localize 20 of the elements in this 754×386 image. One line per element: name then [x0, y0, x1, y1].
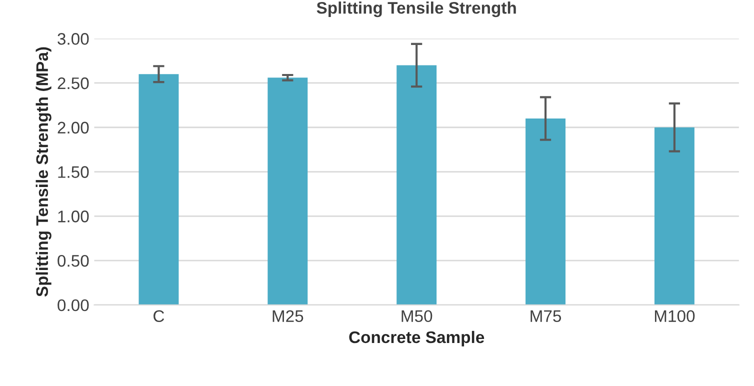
x-tick-label: C	[154, 310, 164, 322]
x-tick-label: M50	[402, 310, 432, 322]
y-tick-label: 0.00	[58, 299, 89, 312]
bar	[268, 78, 308, 305]
x-axis-title: Concrete Sample	[349, 330, 484, 346]
y-tick-label: 3.00	[58, 33, 89, 45]
chart-title: Splitting Tensile Strength	[316, 2, 516, 18]
y-tick-label: 1.00	[58, 210, 89, 222]
y-tick-label: 2.00	[58, 122, 89, 134]
y-tick-label: 0.50	[58, 254, 89, 267]
x-tick-label: M100	[654, 310, 695, 322]
x-tick-label: M75	[530, 310, 562, 322]
y-tick-label: 1.50	[58, 166, 89, 178]
bar	[138, 74, 179, 305]
y-tick-label: 2.50	[58, 77, 89, 90]
bar	[396, 65, 437, 305]
bar	[654, 127, 694, 305]
x-tick-label: M25	[272, 310, 304, 322]
bar	[526, 118, 566, 305]
y-axis-title: Splitting Tensile Strength (MPa)	[36, 47, 52, 297]
